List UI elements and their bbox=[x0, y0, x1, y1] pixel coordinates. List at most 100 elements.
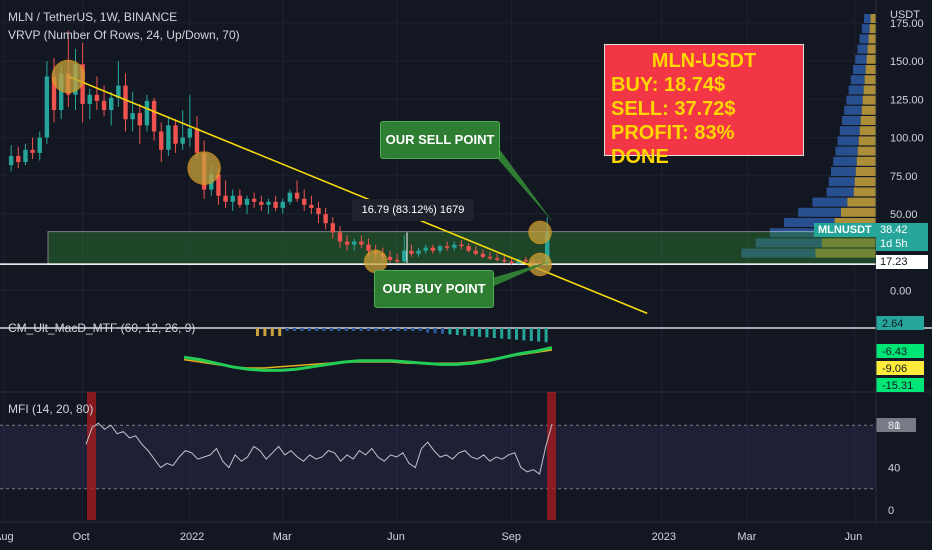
candle-body-24 bbox=[180, 137, 185, 144]
macd-fast-line bbox=[183, 346, 553, 372]
volume-profile-up-21 bbox=[769, 228, 829, 238]
macd-histogram-bar-30 bbox=[478, 328, 481, 337]
time-tick-label-5: Sep bbox=[501, 531, 521, 543]
macd-histogram-bar-16 bbox=[374, 328, 378, 331]
volume-profile-down-22 bbox=[821, 238, 876, 248]
macd-value-label-1: -6.43 bbox=[882, 346, 907, 358]
candle-body-41 bbox=[301, 198, 307, 205]
candle-body-11 bbox=[87, 94, 92, 104]
symbol-price-tag: MLNUSDT bbox=[814, 223, 876, 237]
time-tick-label-0: Aug bbox=[0, 531, 14, 543]
volume-profile-down-19 bbox=[840, 207, 876, 217]
macd-histogram-bar-0 bbox=[256, 328, 259, 336]
candle-body-44 bbox=[323, 214, 328, 224]
candle-body-65 bbox=[473, 250, 478, 254]
vrvp-indicator-label[interactable]: VRVP (Number Of Rows, 24, Up/Down, 70) bbox=[8, 28, 240, 42]
candle-body-1 bbox=[16, 155, 21, 163]
mfi-tick-label-1: 40 bbox=[888, 463, 900, 475]
candle-body-7 bbox=[58, 73, 64, 111]
candle-body-14 bbox=[109, 97, 114, 111]
macd-value-tag-0 bbox=[876, 316, 924, 330]
volume-profile-down-6 bbox=[864, 75, 876, 85]
volume-profile-down-17 bbox=[853, 187, 876, 197]
candle-body-50 bbox=[366, 244, 371, 251]
annotation-circle-1 bbox=[187, 151, 221, 185]
trendline bbox=[68, 75, 648, 315]
macd-histogram-bar-8 bbox=[315, 328, 319, 331]
mfi-indicator-label[interactable]: MFI (14, 20, 80) bbox=[8, 402, 94, 416]
volume-profile-down-10 bbox=[860, 116, 876, 125]
volume-profile-down-7 bbox=[863, 85, 876, 95]
volume-profile-up-2 bbox=[859, 34, 869, 44]
candle-body-15 bbox=[116, 85, 121, 98]
candle-body-32 bbox=[237, 195, 243, 205]
volume-profile-up-9 bbox=[844, 105, 862, 115]
candle-body-4 bbox=[37, 137, 42, 153]
candle-body-61 bbox=[444, 246, 450, 248]
volume-profile-up-19 bbox=[798, 207, 841, 217]
buy-sell-zone bbox=[47, 231, 877, 265]
macd-histogram-bar-14 bbox=[359, 328, 363, 331]
macd-histogram-bar-7 bbox=[307, 328, 311, 331]
volume-profile-up-15 bbox=[831, 167, 856, 176]
candle-body-0 bbox=[8, 155, 14, 166]
candle-body-47 bbox=[344, 241, 350, 245]
macd-value-tag-3 bbox=[876, 378, 924, 392]
macd-histogram-bar-17 bbox=[381, 328, 385, 331]
candle-body-36 bbox=[266, 201, 271, 205]
candle-body-5 bbox=[44, 76, 50, 138]
candle-body-30 bbox=[223, 195, 228, 202]
candle-body-16 bbox=[123, 85, 128, 120]
volume-profile-up-13 bbox=[835, 146, 858, 156]
macd-histogram-bar-23 bbox=[426, 328, 430, 333]
volume-profile-down-12 bbox=[858, 136, 876, 146]
macd-histogram-bar-37 bbox=[529, 328, 533, 341]
price-tick-label-3: 100.00 bbox=[890, 133, 924, 145]
price-tick-label-6: 0.00 bbox=[890, 285, 911, 297]
time-tick-label-2: 2022 bbox=[180, 531, 204, 543]
volume-profile-up-1 bbox=[861, 24, 870, 34]
mfi-tick-label-2: 0 bbox=[888, 505, 894, 517]
volume-profile-up-18 bbox=[812, 197, 848, 207]
candle-body-67 bbox=[487, 256, 493, 259]
candle-body-58 bbox=[423, 247, 428, 251]
macd-histogram-bar-18 bbox=[389, 328, 393, 331]
macd-value-tag-1 bbox=[876, 344, 924, 358]
macd-histogram-bar-1 bbox=[263, 328, 267, 336]
candle-body-48 bbox=[352, 241, 357, 245]
volume-profile-down-1 bbox=[869, 24, 876, 34]
candle-body-63 bbox=[459, 244, 464, 247]
macd-indicator-label[interactable]: CM_Ult_MacD_MTF (60, 12, 26, 9) bbox=[8, 321, 196, 335]
candle-body-46 bbox=[337, 232, 343, 242]
volume-profile-up-17 bbox=[826, 187, 854, 197]
volume-profile-up-0 bbox=[864, 14, 871, 23]
mfi-line bbox=[85, 422, 553, 475]
volume-profile-up-14 bbox=[833, 156, 857, 166]
candle-body-22 bbox=[166, 125, 171, 150]
candle-body-33 bbox=[244, 198, 250, 205]
price-axis-unit: USDT bbox=[890, 9, 920, 21]
macd-histogram-bar-38 bbox=[537, 328, 541, 342]
macd-histogram-bar-11 bbox=[337, 328, 341, 331]
candle-body-19 bbox=[144, 100, 150, 126]
candle-body-6 bbox=[51, 76, 57, 111]
mfi-overbought-highlight-1 bbox=[547, 392, 556, 520]
info-sell: SELL: 37.72$ bbox=[611, 98, 736, 120]
volume-profile-down-15 bbox=[855, 167, 876, 176]
candle-body-18 bbox=[137, 113, 143, 126]
candle-body-3 bbox=[30, 149, 35, 153]
volume-profile-up-16 bbox=[828, 177, 855, 187]
macd-value-tag-2 bbox=[876, 361, 924, 375]
macd-histogram-bar-34 bbox=[507, 328, 511, 340]
macd-histogram-bar-36 bbox=[522, 328, 526, 341]
macd-histogram-bar-12 bbox=[344, 328, 348, 331]
countdown-tag: 1d 5h bbox=[876, 237, 928, 251]
candle-body-54 bbox=[394, 259, 400, 262]
price-tick-label-5: 50.00 bbox=[890, 209, 918, 221]
volume-profile-down-16 bbox=[854, 177, 876, 187]
volume-profile-up-7 bbox=[848, 85, 864, 95]
info-profit: PROFIT: 83% DONE bbox=[611, 122, 735, 168]
candle-body-64 bbox=[466, 246, 471, 251]
mfi-band bbox=[0, 425, 876, 489]
macd-histogram-bar-29 bbox=[470, 328, 474, 337]
